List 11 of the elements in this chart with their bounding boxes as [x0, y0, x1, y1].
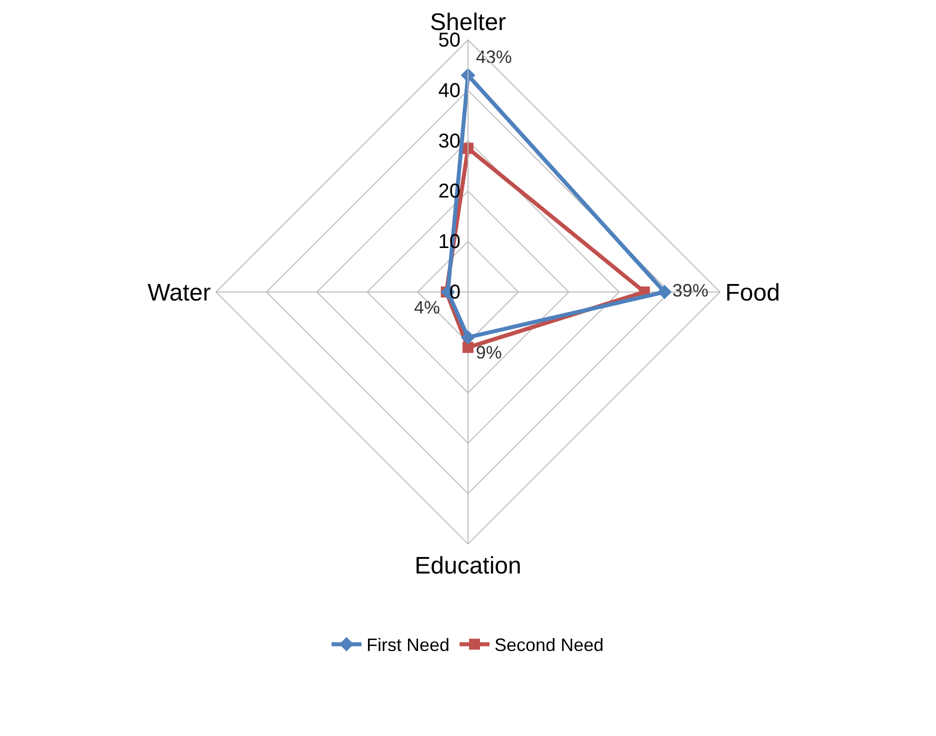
data-label: 39% — [672, 280, 708, 300]
data-label: 9% — [476, 342, 502, 363]
spoke-label: Food — [725, 279, 780, 306]
spoke-label: Education — [414, 552, 522, 580]
legend-label: First Need — [366, 635, 450, 656]
data-label: 4% — [414, 297, 440, 318]
y-tick-label: 40 — [438, 80, 460, 102]
spoke-label: Water — [148, 279, 211, 306]
data-label: 43% — [476, 46, 512, 67]
y-tick-label: 30 — [438, 130, 460, 152]
legend-label: Second Need — [494, 635, 604, 656]
